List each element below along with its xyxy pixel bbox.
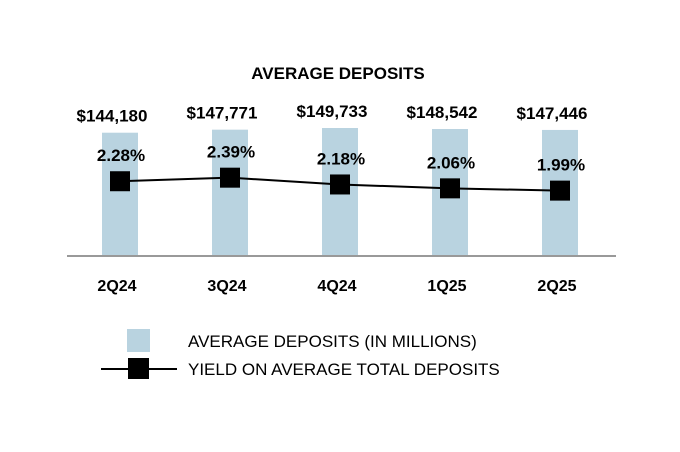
x-axis-ticks: 2Q24 3Q24 4Q24 1Q25 2Q25 <box>97 278 576 295</box>
x-tick-label: 2Q24 <box>97 278 136 295</box>
yield-marker-4q24 <box>330 174 350 195</box>
yield-value-label: 2.39% <box>207 143 255 162</box>
legend-label-bar: AVERAGE DEPOSITS (IN MILLIONS) <box>188 332 477 351</box>
bar-value-label: $144,180 <box>77 107 148 126</box>
yield-value-label: 2.18% <box>317 149 365 168</box>
yield-marker-3q24 <box>220 167 240 188</box>
legend-marker-square-icon <box>128 358 149 379</box>
x-tick-label: 1Q25 <box>427 278 466 295</box>
yield-value-label: 2.06% <box>427 153 475 172</box>
chart-title: AVERAGE DEPOSITS <box>251 64 425 83</box>
x-tick-label: 4Q24 <box>317 278 356 295</box>
data-labels: $144,180 $147,771 $149,733 $148,542 $147,446… <box>77 102 588 175</box>
line-series <box>110 167 570 201</box>
bar-value-label: $147,771 <box>187 104 258 123</box>
x-tick-label: 2Q25 <box>537 278 576 295</box>
x-tick-label: 3Q24 <box>207 278 246 295</box>
bar-value-label: $148,542 <box>407 103 478 122</box>
yield-value-label: 2.28% <box>97 146 145 165</box>
legend: AVERAGE DEPOSITS (IN MILLIONS) YIELD ON … <box>101 329 500 379</box>
yield-marker-2q24 <box>110 171 130 192</box>
bar-value-label: $149,733 <box>297 102 368 121</box>
yield-marker-1q25 <box>440 178 460 199</box>
yield-marker-2q25 <box>550 180 570 201</box>
legend-label-line: YIELD ON AVERAGE TOTAL DEPOSITS <box>188 360 500 379</box>
legend-swatch-bar <box>127 329 150 352</box>
yield-value-label: 1.99% <box>537 156 585 175</box>
bar-3q24 <box>212 129 248 255</box>
bar-value-label: $147,446 <box>517 104 588 123</box>
bar-2q24 <box>102 132 138 255</box>
